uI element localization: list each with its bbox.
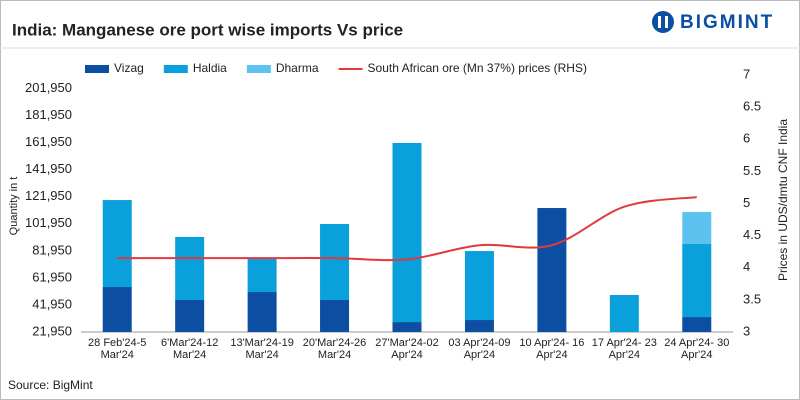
- y2-tick-label: 4: [743, 259, 750, 274]
- y-tick-label: 141,950: [25, 161, 72, 176]
- logo-icon: [652, 11, 674, 33]
- bar: [682, 211, 712, 245]
- y2-tick-label: 3.5: [743, 291, 761, 306]
- bars: [102, 142, 712, 332]
- price-line: [117, 196, 697, 262]
- y2-tick-label: 3: [743, 323, 750, 338]
- legend-label: Dharma: [276, 61, 319, 75]
- source: Source: BigMint: [8, 378, 93, 392]
- x-tick-label: 17 Apr'24- 23 Apr'24: [591, 337, 657, 361]
- bar: [392, 142, 422, 323]
- logo-icon: [658, 16, 661, 28]
- y2-tick-label: 6: [743, 131, 750, 146]
- legend-label: South African ore (Mn 37%) prices (RHS): [368, 61, 587, 75]
- y-tick-label: 121,950: [25, 188, 72, 203]
- logo-text: BIGMINT: [680, 12, 774, 33]
- bar: [320, 223, 350, 301]
- bar: [175, 236, 205, 301]
- logo: BIGMINT: [652, 11, 774, 33]
- x-tick-label: 27'Mar'24-02 Apr'24: [375, 337, 439, 361]
- legend-label: Vizag: [114, 61, 144, 75]
- x-tick-label: 03 Apr'24-09 Apr'24: [448, 337, 511, 361]
- bar: [682, 244, 712, 318]
- bar: [682, 317, 712, 332]
- y2-tick-label: 7: [743, 66, 750, 81]
- x-tick-label: 24 Apr'24- 30 Apr'24: [664, 337, 730, 361]
- legend-swatch: [163, 65, 188, 73]
- bar: [392, 322, 422, 332]
- legend-swatch: [85, 65, 109, 73]
- y-tick-label: 41,950: [32, 296, 72, 311]
- logo-icon: [665, 16, 668, 28]
- bar: [464, 320, 494, 332]
- bar: [102, 287, 132, 332]
- bar: [247, 292, 277, 332]
- y-tick-label: 61,950: [32, 269, 72, 284]
- x-tick-label: 13'Mar'24-19 Mar'24: [230, 337, 294, 361]
- bar: [102, 200, 132, 288]
- x-tick-label: 28 Feb'24-5 Mar'24: [88, 337, 147, 361]
- y-tick-label: 201,950: [25, 80, 72, 95]
- y2-tick-label: 5.5: [743, 163, 761, 178]
- x-tick-label: 10 Apr'24- 16 Apr'24: [519, 337, 585, 361]
- y-tick-label: 21,950: [32, 323, 72, 338]
- x-tick-label: 6'Mar'24-12 Mar'24: [160, 337, 219, 361]
- chart-title: India: Manganese ore port wise imports V…: [12, 20, 403, 39]
- y2-tick-label: 4.5: [743, 227, 761, 242]
- legend-swatch: [246, 65, 271, 73]
- y-tick-label: 101,950: [25, 215, 72, 230]
- bar: [320, 300, 350, 332]
- y-axis-label: Quantity in t: [8, 177, 20, 236]
- bar: [175, 300, 205, 332]
- y-tick-label: 161,950: [25, 134, 72, 149]
- bar: [609, 295, 639, 332]
- bar: [247, 259, 277, 293]
- y2-tick-label: 6.5: [743, 99, 761, 114]
- y-tick-label: 81,950: [32, 242, 72, 257]
- bar: [464, 251, 494, 321]
- y2-tick-label: 5: [743, 195, 750, 210]
- y-tick-label: 181,950: [25, 107, 72, 122]
- bar: [537, 208, 567, 332]
- y2-axis-label: Prices in UDS/dmtu CNF India: [776, 119, 790, 281]
- x-tick-label: 20'Mar'24-26 Mar'24: [302, 337, 367, 361]
- legend-label: Haldia: [193, 61, 227, 75]
